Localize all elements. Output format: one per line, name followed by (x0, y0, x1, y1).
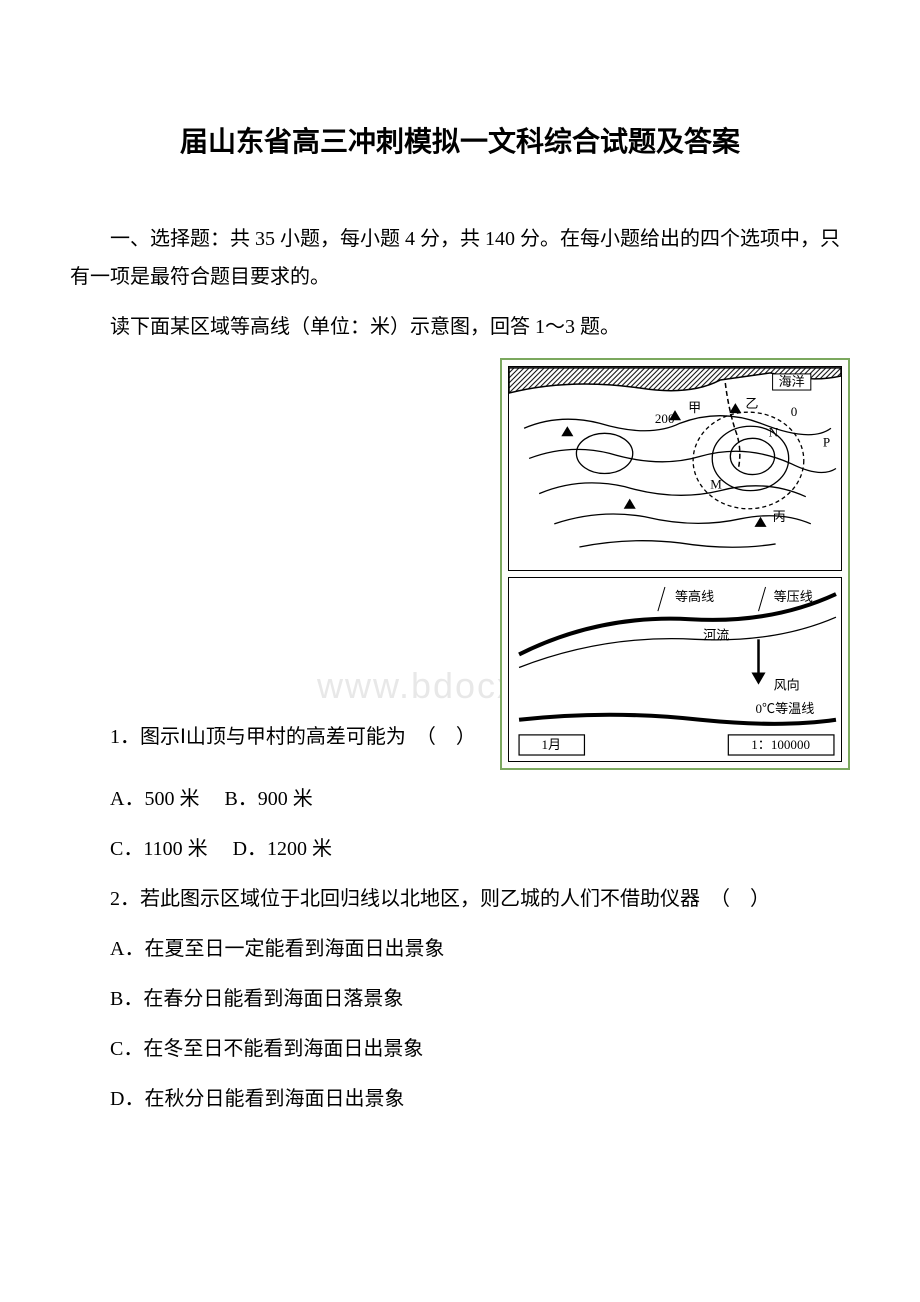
q1-opt-b: B．900 米 (224, 788, 312, 810)
point-yi: 乙 (729, 396, 758, 413)
q2-opt-d: D．在秋分日能看到海面日出景象 (70, 1080, 850, 1118)
legend-contour: 等高线 (675, 589, 714, 604)
legend-wind: 风向 (774, 678, 800, 693)
point-jia: 甲 (669, 400, 701, 420)
q2-opt-a: A．在夏至日一定能看到海面日出景象 (70, 930, 850, 968)
point-left (561, 426, 573, 436)
intro-text: 一、选择题：共 35 小题，每小题 4 分，共 140 分。在每小题给出的四个选… (70, 220, 850, 296)
q2-stem: 2．若此图示区域位于北回归线以北地区，则乙城的人们不借助仪器 （ ） (70, 880, 850, 918)
q1-opt-c: C．1100 米 (110, 838, 208, 860)
contour-0: 0 (791, 404, 798, 419)
svg-text:甲: 甲 (688, 400, 701, 415)
q1-options-cd: C．1100 米 D．1200 米 (70, 830, 850, 868)
map-prompt: 读下面某区域等高线（单位：米）示意图，回答 1～3 题。 (70, 308, 850, 346)
q1-opt-d: D．1200 米 (233, 838, 332, 860)
point-bing: 丙 (754, 509, 785, 527)
legend-month: 1月 (541, 737, 561, 752)
q1-options-ab: A．500 米 B．900 米 (70, 780, 850, 818)
point-mid (624, 499, 636, 509)
legend-isotherm: 0℃等温线 (755, 701, 814, 716)
legend-scale: 1：100000 (751, 737, 810, 752)
point-P: P (823, 434, 830, 449)
ocean-label: 海洋 (779, 374, 805, 389)
legend-river: 河流 (703, 627, 729, 642)
legend-isobar: 等压线 (774, 589, 813, 604)
point-N: N (769, 424, 779, 439)
point-M: M (710, 477, 722, 492)
q1-opt-a: A．500 米 (110, 788, 199, 810)
map-panel: 海洋 200 0 (508, 366, 842, 571)
q2-opt-b: B．在春分日能看到海面日落景象 (70, 980, 850, 1018)
page-title: 届山东省高三冲刺模拟一文科综合试题及答案 (70, 120, 850, 160)
figure: 海洋 200 0 (500, 358, 850, 770)
q2-opt-c: C．在冬至日不能看到海面日出景象 (70, 1030, 850, 1068)
svg-text:丙: 丙 (773, 509, 786, 524)
svg-text:乙: 乙 (745, 396, 758, 411)
legend-panel: 等高线 等压线 河流 风向 0℃等温线 (508, 577, 842, 762)
